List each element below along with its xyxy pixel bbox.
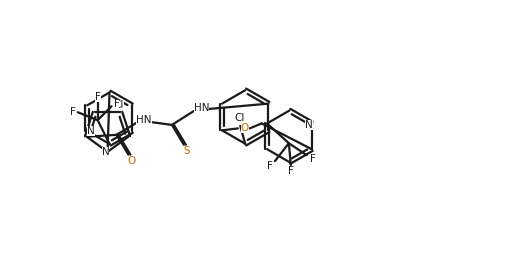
Text: F: F (309, 154, 316, 164)
Text: HN: HN (137, 115, 152, 125)
Text: N: N (102, 147, 109, 157)
Text: F: F (70, 107, 76, 117)
Text: N: N (305, 120, 313, 130)
Text: F: F (114, 99, 119, 109)
Text: Cl: Cl (234, 113, 245, 123)
Text: N: N (87, 126, 95, 136)
Text: F: F (95, 92, 101, 102)
Text: F: F (267, 161, 273, 171)
Text: O: O (127, 156, 136, 165)
Text: HN: HN (194, 103, 209, 113)
Text: Cl: Cl (114, 100, 124, 110)
Text: O: O (241, 123, 249, 133)
Text: F: F (288, 166, 294, 176)
Text: S: S (183, 146, 190, 156)
